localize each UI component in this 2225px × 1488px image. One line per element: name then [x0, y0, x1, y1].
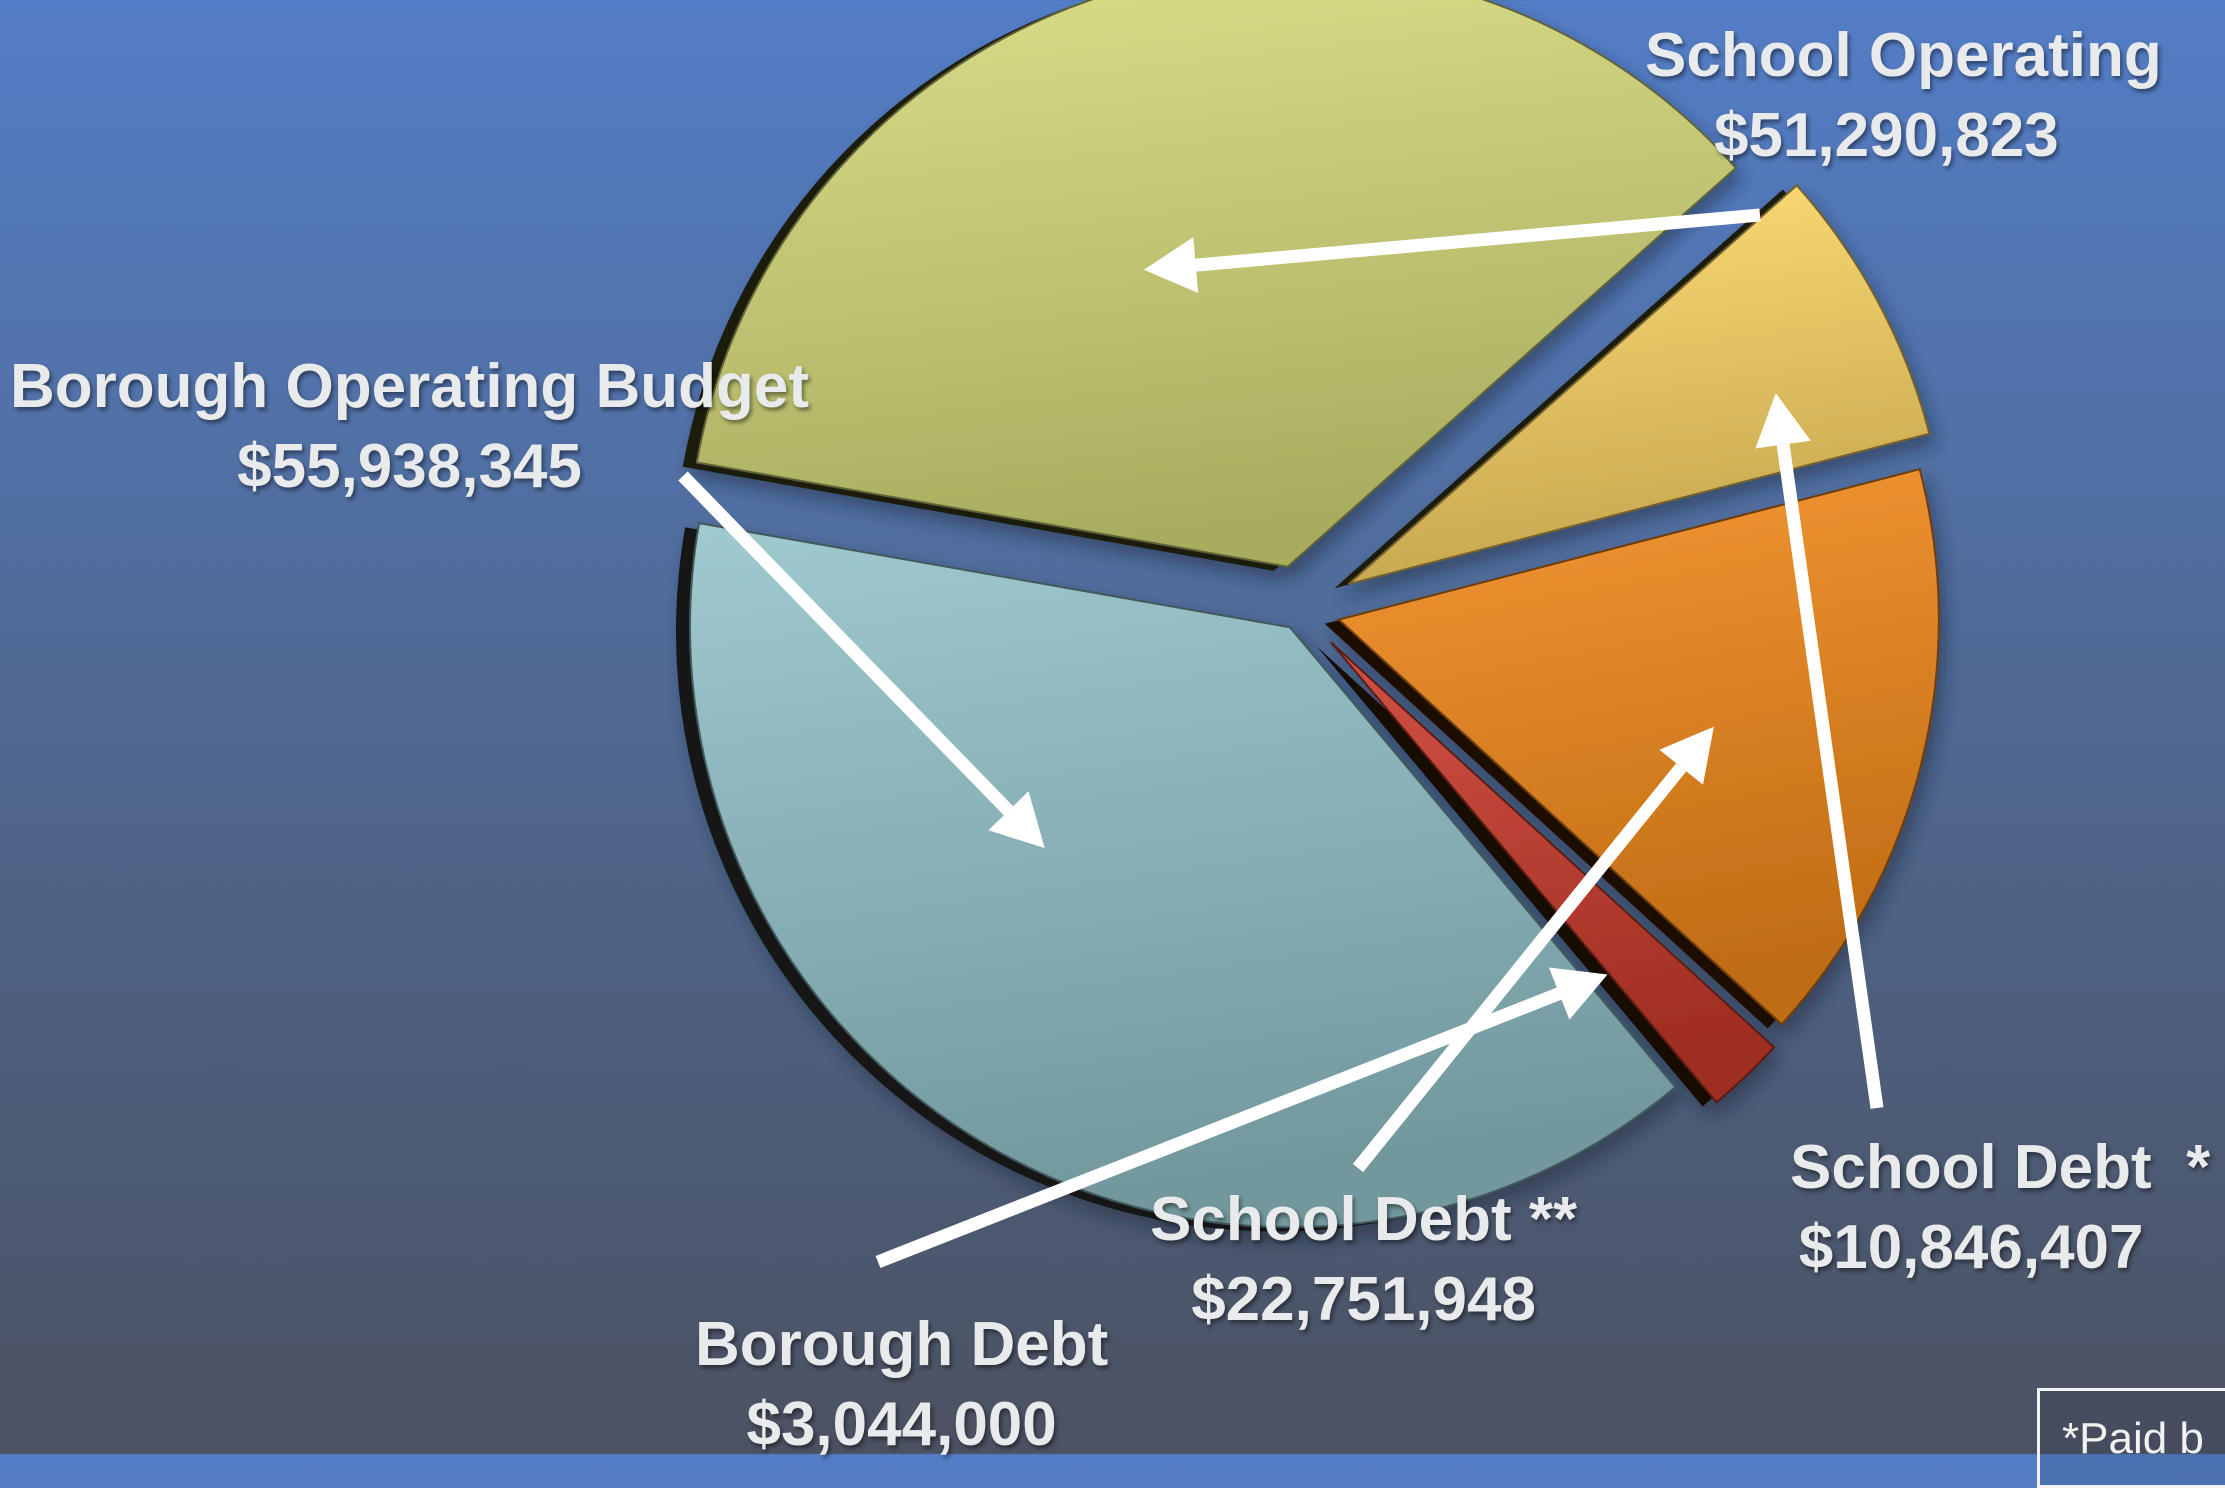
- label-value: $55,938,345: [237, 432, 582, 501]
- pie-slice-school-debt-double-star: [1324, 467, 1940, 1029]
- pointer-arrow-head: [988, 791, 1045, 849]
- pie-slice-face-school-debt-double-star: [1336, 467, 1940, 1026]
- label-name: Borough Operating Budget: [10, 352, 810, 421]
- footnote-text: *Paid b: [2062, 1414, 2204, 1463]
- pie-slice-face-school-debt-star: [1347, 183, 1931, 586]
- pointer-arrow-shaft: [875, 987, 1562, 1269]
- pointer-arrow-head: [1755, 393, 1811, 449]
- label-borough-operating-budget: Borough Operating Budget $55,938,345: [10, 347, 809, 507]
- pointer-arrow-shaft: [1352, 763, 1687, 1173]
- pointer-arrow-head: [1548, 967, 1608, 1020]
- pointer-arrow-borough-operating-budget: [678, 471, 1045, 849]
- pointer-arrow-head: [1659, 726, 1714, 785]
- pointer-arrow-school-debt-star: [1755, 393, 1884, 1109]
- pie-slice-school-debt-star: [1334, 183, 1931, 589]
- pointer-arrow-shaft: [1195, 208, 1761, 272]
- label-school-debt-double-star: School Debt ** $22,751,948: [1150, 1180, 1577, 1340]
- pointer-arrow-school-debt-double-star: [1352, 726, 1714, 1173]
- label-name: Borough Debt: [695, 1310, 1109, 1379]
- label-name: School Operating: [1645, 21, 2162, 90]
- pie-slice-borough-debt: [1317, 641, 1776, 1107]
- pie-slice-face-borough-debt: [1330, 641, 1776, 1104]
- pointer-arrow-borough-debt: [875, 967, 1608, 1269]
- footnote-box: *Paid b: [2037, 1388, 2225, 1488]
- label-name: School Debt **: [1150, 1185, 1578, 1254]
- pointer-arrow-shaft: [1776, 443, 1884, 1109]
- pointer-arrow-head: [1143, 237, 1199, 293]
- pie-slice-school-operating: [682, 0, 1738, 571]
- label-value: $22,751,948: [1191, 1265, 1536, 1334]
- label-school-operating: School Operating $51,290,823: [1645, 16, 2162, 176]
- label-value: $3,044,000: [746, 1390, 1057, 1459]
- label-name: School Debt *: [1790, 1133, 2211, 1202]
- label-value: $51,290,823: [1713, 101, 2059, 170]
- label-value: $10,846,407: [1798, 1213, 2144, 1282]
- label-school-debt-star: School Debt * $10,846,407: [1790, 1128, 2210, 1288]
- pie-chart: [675, 0, 1940, 1269]
- pie-slice-face-school-operating: [695, 0, 1738, 568]
- pointer-arrow-school-operating: [1143, 208, 1761, 293]
- label-borough-debt: Borough Debt $3,044,000: [695, 1305, 1108, 1465]
- pie-chart-figure: School Operating $51,290,823 School Debt…: [10, 0, 2225, 1488]
- pointer-arrow-shaft: [678, 471, 1014, 816]
